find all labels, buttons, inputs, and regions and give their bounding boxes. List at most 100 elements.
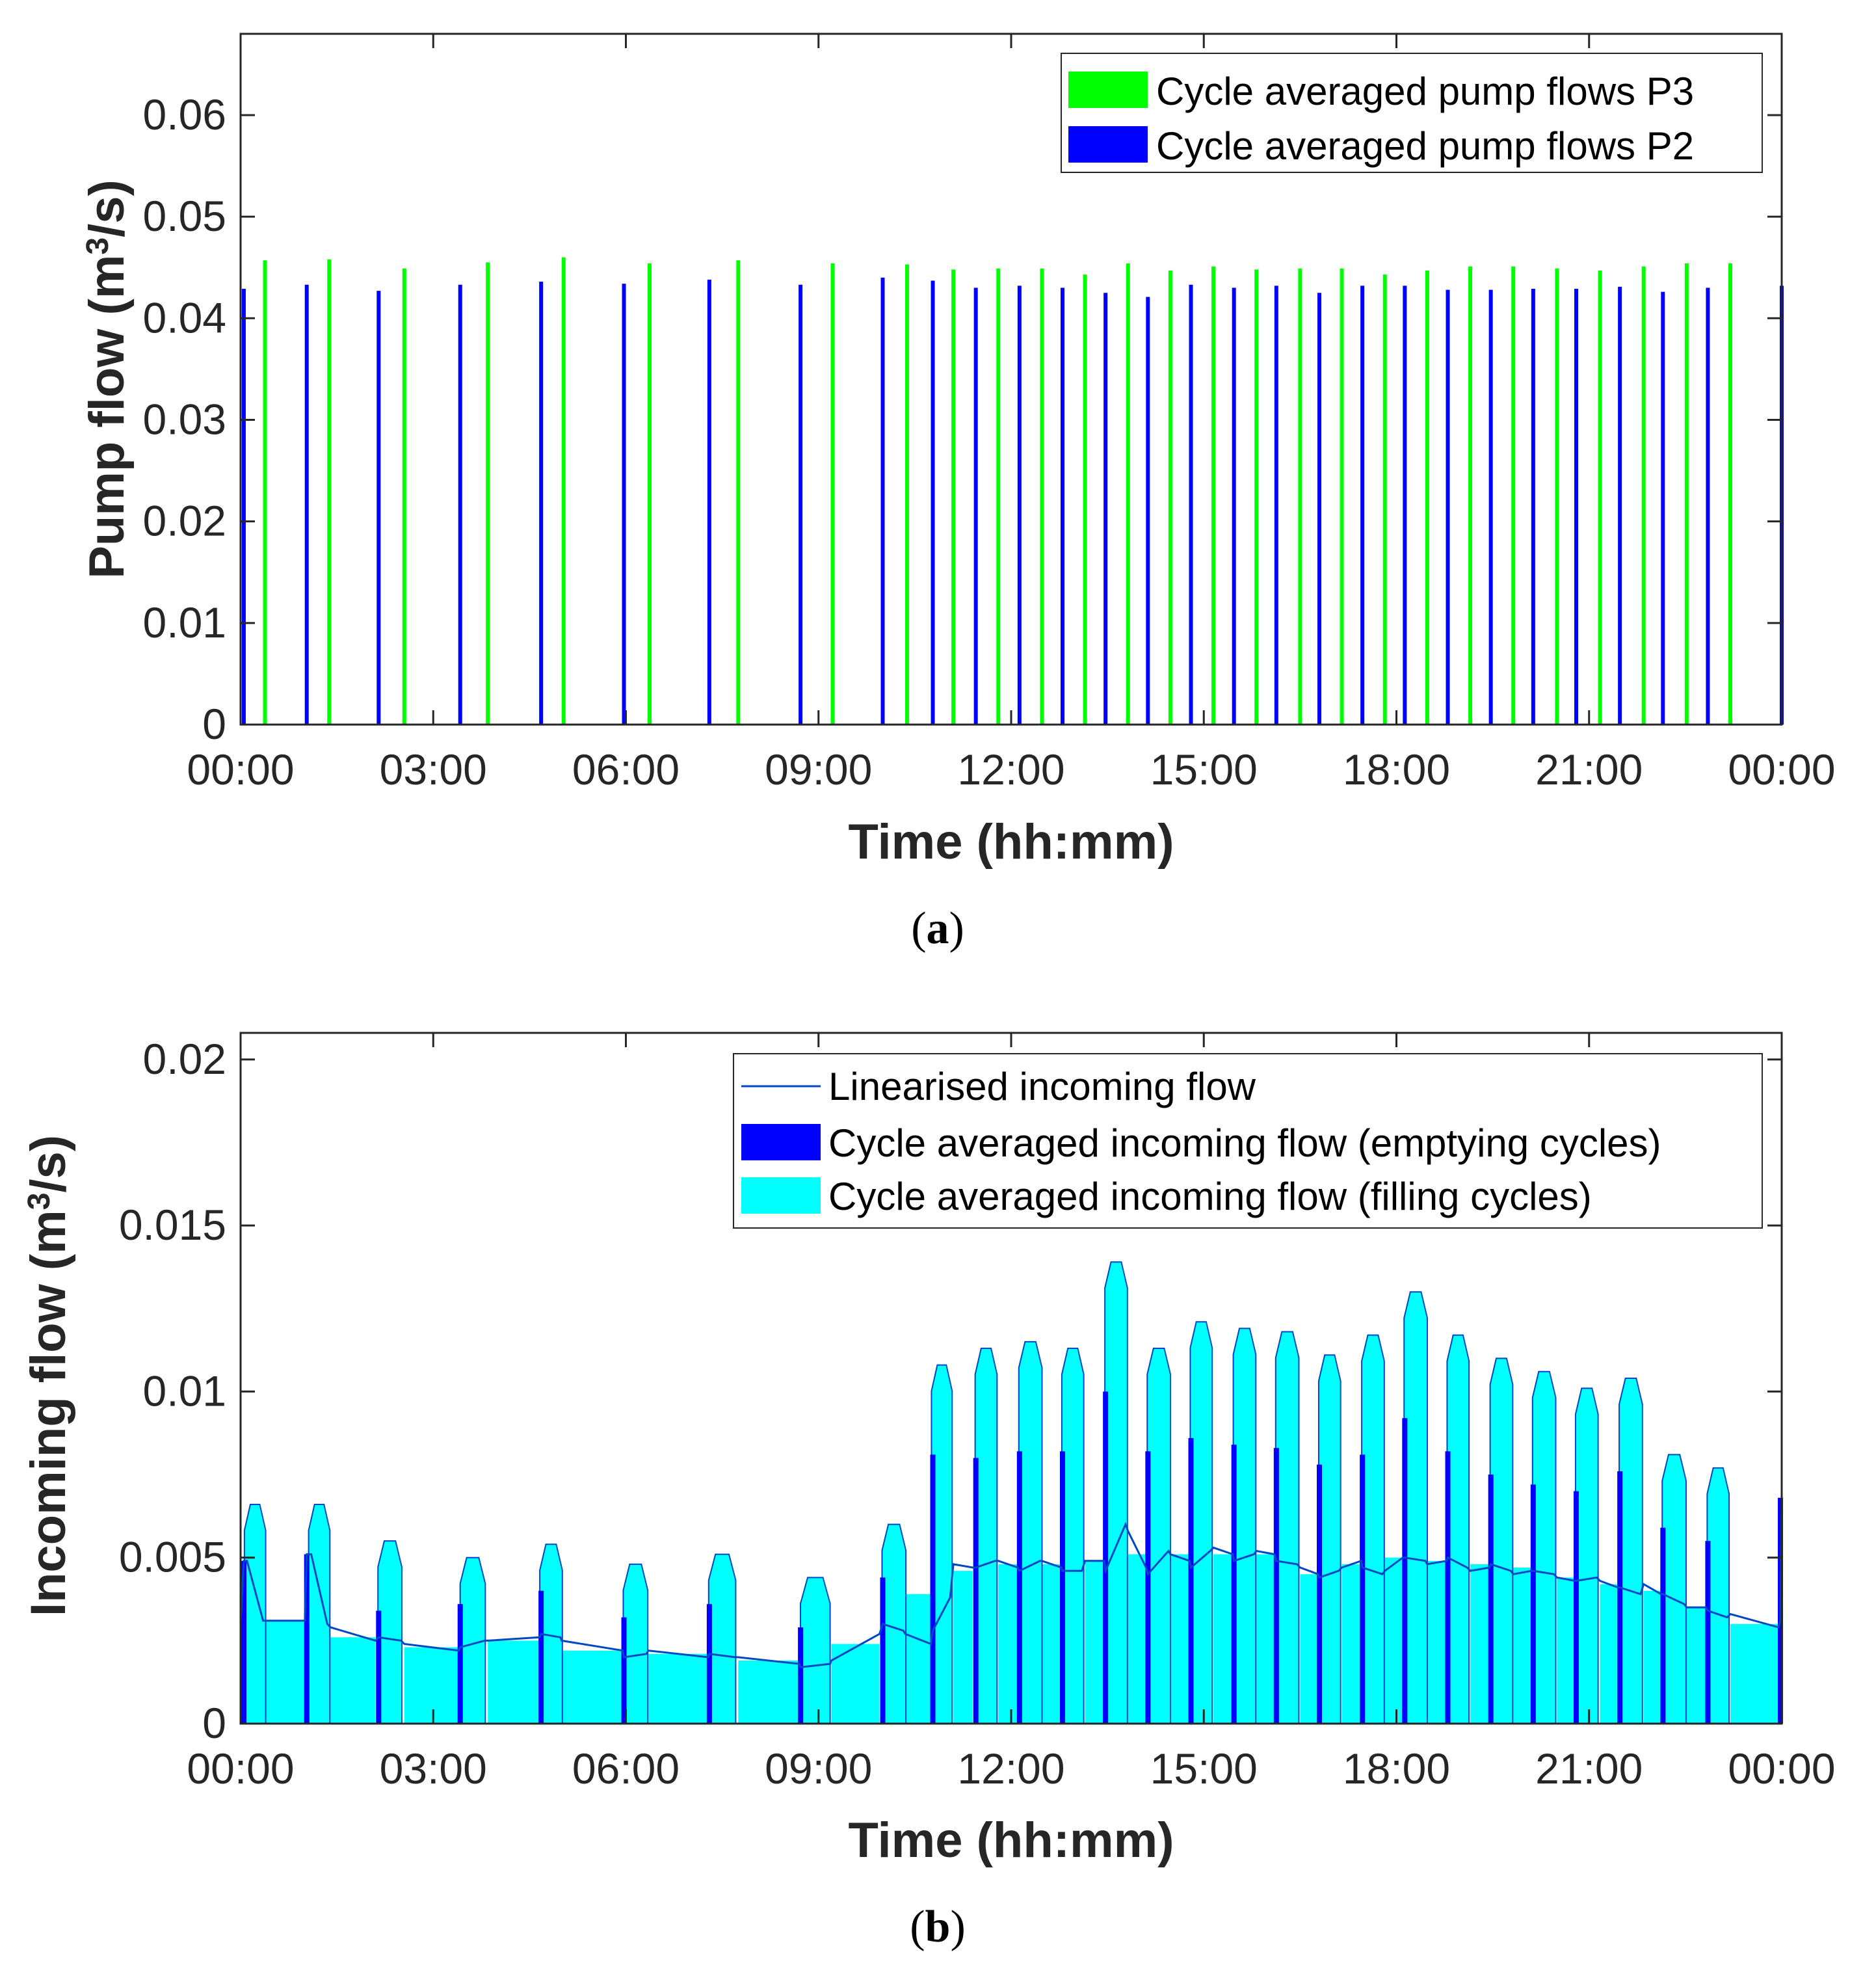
emptying-cycle-spike xyxy=(1103,1391,1109,1724)
filling-cycle-area xyxy=(1600,1584,1618,1724)
filling-cycle-area xyxy=(1557,1577,1576,1724)
emptying-cycle-spike xyxy=(376,1610,382,1724)
bar-p3 xyxy=(1598,270,1602,725)
x-tick-label-b: 00:00 xyxy=(1728,1744,1835,1793)
bar-p2 xyxy=(1446,289,1450,725)
y-tick-label-b: 0.015 xyxy=(119,1201,226,1249)
bar-p2 xyxy=(973,287,978,725)
filling-cycle-area xyxy=(488,1640,540,1724)
legend-label-p3: Cycle averaged pump flows P3 xyxy=(1156,70,1694,113)
emptying-cycle-spike xyxy=(1445,1451,1451,1724)
bar-p3 xyxy=(830,263,835,725)
filling-cycle-area xyxy=(1128,1554,1146,1724)
filling-cycle-area xyxy=(953,1571,973,1724)
filling-cycle-area xyxy=(1643,1590,1661,1724)
filling-cycle-area xyxy=(648,1653,708,1724)
emptying-cycle-spike xyxy=(457,1604,463,1724)
bar-p2 xyxy=(1706,287,1710,725)
y-axis-label-b-superscript: 3 xyxy=(22,1193,57,1210)
filling-cycle-area xyxy=(1256,1554,1275,1724)
bar-p3 xyxy=(1126,263,1130,725)
bar-p3 xyxy=(486,262,490,725)
bar-p2 xyxy=(707,279,711,725)
bar-p3 xyxy=(327,259,332,725)
legend-box-a xyxy=(1061,53,1763,173)
legend-swatch-p3 xyxy=(1068,72,1148,108)
y-tick-label-a: 0.04 xyxy=(143,293,226,341)
emptying-cycle-spike xyxy=(880,1577,886,1724)
panel-label-b: (b) xyxy=(910,1902,966,1952)
panel-label-a: (a) xyxy=(911,903,964,954)
bar-p3 xyxy=(1555,268,1559,725)
x-tick-label-a: 00:00 xyxy=(1728,745,1835,794)
legend-label-emptying: Cycle averaged incoming flow (emptying c… xyxy=(828,1121,1661,1165)
y-ticks-a: 0 0.01 0.02 0.03 0.04 0.05 0.06 xyxy=(143,90,1782,748)
filling-cycle-area xyxy=(561,1650,623,1724)
filling-cycle-area xyxy=(738,1660,800,1724)
filling-cycle-area xyxy=(1513,1568,1531,1724)
y-tick-label-a: 0 xyxy=(202,700,226,748)
emptying-cycle-spike xyxy=(1488,1475,1494,1724)
bar-p2 xyxy=(458,284,462,725)
x-axis-label-a: Time (hh:mm) xyxy=(848,814,1174,870)
bar-p2 xyxy=(1317,293,1321,725)
filling-cycle-area xyxy=(330,1637,376,1724)
filling-peak xyxy=(308,1504,331,1724)
x-tick-label-a: 18:00 xyxy=(1343,745,1450,794)
y-axis-label-b: Incoming flow (m3/s) xyxy=(21,1135,76,1616)
bar-p3 xyxy=(648,263,652,725)
emptying-cycle-spike xyxy=(1705,1541,1711,1724)
bar-p3 xyxy=(1040,268,1044,725)
filling-cycle-area xyxy=(1170,1554,1190,1724)
legend-label-linearised: Linearised incoming flow xyxy=(828,1065,1256,1108)
legend-box-b xyxy=(733,1053,1763,1229)
x-tick-label-a: 12:00 xyxy=(957,745,1064,794)
x-axis-label-b: Time (hh:mm) xyxy=(848,1813,1174,1868)
bar-p2 xyxy=(1574,289,1578,725)
emptying-cycle-spike xyxy=(930,1454,936,1724)
bar-p3 xyxy=(1728,263,1732,725)
bar-p3 xyxy=(1168,270,1172,725)
bar-p2 xyxy=(1232,287,1236,725)
bar-p2 xyxy=(1146,297,1150,725)
x-tick-label-b: 15:00 xyxy=(1150,1744,1258,1793)
bar-p2 xyxy=(1103,293,1108,725)
y-tick-label-b: 0 xyxy=(202,1699,226,1747)
bar-p2 xyxy=(304,284,309,725)
emptying-cycle-spike xyxy=(1617,1471,1623,1724)
filling-cycle-area xyxy=(1300,1574,1319,1724)
x-ticks-a: 00:00 03:00 06:00 09:00 12:00 15:00 18:00 21:00… xyxy=(187,34,1836,794)
filling-peak xyxy=(1146,1348,1171,1724)
emptying-cycle-spike xyxy=(1060,1451,1065,1724)
filling-cycle-area xyxy=(1384,1557,1403,1724)
filling-peak xyxy=(1574,1387,1599,1724)
bar-p2 xyxy=(1017,286,1022,725)
y-tick-label-a: 0.01 xyxy=(143,598,226,647)
bar-p3 xyxy=(402,268,406,725)
bar-p2 xyxy=(1403,286,1407,725)
chart-b: 0 0.005 0.01 0.015 0.02 00:00 03:00 06:00 09:00… xyxy=(21,1032,1836,1952)
chart-a: 0 0.01 0.02 0.03 0.04 0.05 0.06 00:00 03:00 06:0… xyxy=(79,33,1836,954)
emptying-cycle-spike xyxy=(1530,1484,1536,1724)
bar-p2 xyxy=(1488,289,1493,725)
bar-p3 xyxy=(951,269,956,725)
emptying-cycle-spike xyxy=(1360,1454,1366,1724)
x-tick-label-a: 15:00 xyxy=(1150,745,1258,794)
filling-cycle-area xyxy=(1085,1560,1105,1724)
legend-label-filling: Cycle averaged incoming flow (filling cy… xyxy=(828,1175,1592,1218)
filling-peak xyxy=(707,1553,737,1724)
x-tick-label-b: 18:00 xyxy=(1343,1744,1450,1793)
bar-p2 xyxy=(1274,286,1278,725)
y-tick-label-a: 0.05 xyxy=(143,192,226,240)
emptying-cycle-spike xyxy=(621,1617,627,1724)
emptying-cycle-spike xyxy=(798,1627,804,1724)
legend-swatch-filling xyxy=(741,1177,821,1214)
emptying-cycle-spike xyxy=(1574,1491,1579,1724)
y-axis-label-a-superscript: 3 xyxy=(81,237,115,255)
bar-p3 xyxy=(1298,268,1302,725)
filling-peak xyxy=(1403,1291,1428,1724)
bar-p2 xyxy=(931,280,935,725)
bar-p2 xyxy=(1360,286,1365,725)
y-axis-label-a: Pump flow (m3/s) xyxy=(79,180,135,579)
bar-p2 xyxy=(799,284,803,725)
